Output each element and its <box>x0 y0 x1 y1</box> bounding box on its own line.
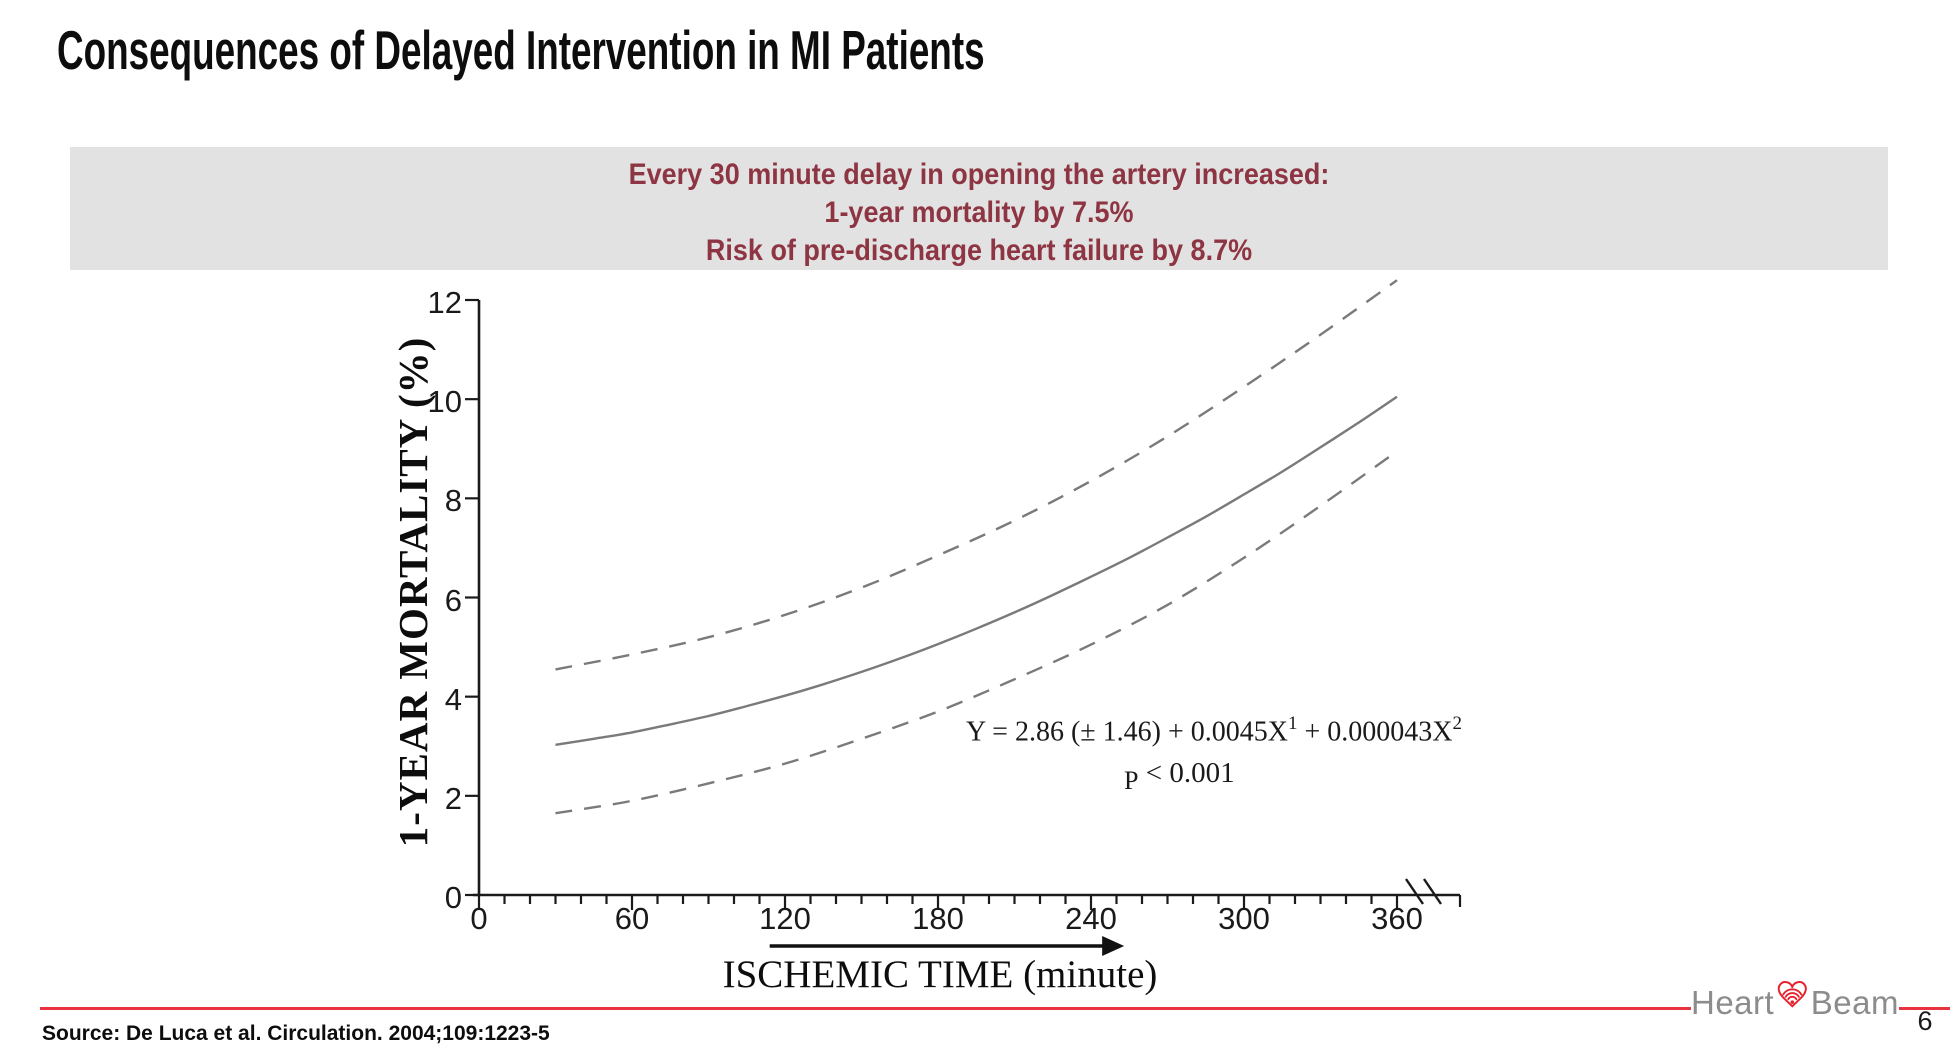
series-lower_ci <box>555 450 1398 815</box>
chart-axes <box>465 298 1462 910</box>
banner-line-2: 1-year mortality by 7.5% <box>824 196 1134 229</box>
y-tick-label: 8 <box>444 483 462 519</box>
source-citation: Source: De Luca et al. Circulation. 2004… <box>42 1022 550 1045</box>
equation-sup2: 2 <box>1452 713 1463 734</box>
chart-extras <box>769 936 1125 956</box>
x-tick-label: 60 <box>614 901 650 936</box>
banner-line-1: Every 30 minute delay in opening the art… <box>628 158 1330 191</box>
heart-wifi-icon <box>1777 981 1808 1008</box>
page-number: 6 <box>1917 1006 1933 1036</box>
footer-rule <box>40 1007 1950 1010</box>
banner-text: Every 30 minute delay in opening the art… <box>161 156 1797 270</box>
heartbeam-logo: Heart Beam <box>1691 976 1899 1028</box>
x-tick-label: 300 <box>1218 901 1270 936</box>
p-label: P <box>1124 766 1139 795</box>
y-tick-label: 0 <box>444 880 462 915</box>
y-tick-label: 6 <box>444 582 462 618</box>
regression-equation: Y = 2.86 (± 1.46) + 0.0045X1 + 0.000043X… <box>966 713 1463 748</box>
x-tick-label: 0 <box>470 901 488 936</box>
y-tick-label: 2 <box>444 780 462 816</box>
equation-mid: + 0.000043X <box>1297 716 1453 748</box>
p-value: P < 0.001 <box>1124 757 1235 795</box>
y-tick-label: 10 <box>427 384 462 420</box>
x-tick-label: 120 <box>759 901 811 936</box>
y-tick-label: 12 <box>427 285 462 320</box>
x-tick-label: 360 <box>1371 901 1423 936</box>
series-mean <box>555 395 1398 746</box>
banner-line-3: Risk of pre-discharge heart failure by 8… <box>705 234 1253 267</box>
x-tick-label: 240 <box>1065 901 1117 936</box>
logo-text-beam: Beam <box>1810 983 1899 1021</box>
slide-title: Consequences of Delayed Intervention in … <box>57 19 985 81</box>
series-upper_ci <box>555 279 1398 671</box>
equation-base: Y = 2.86 (± 1.46) + 0.0045X <box>966 716 1288 748</box>
y-tick-label: 4 <box>444 681 462 717</box>
x-tick-label: 180 <box>912 901 964 936</box>
logo-text-heart: Heart <box>1691 983 1775 1021</box>
x-axis-title: ISCHEMIC TIME (minute) <box>722 953 1158 996</box>
chart-series <box>555 279 1398 815</box>
highlight-banner: Every 30 minute delay in opening the art… <box>70 147 1888 270</box>
p-value-text: < 0.001 <box>1138 757 1235 789</box>
equation-sup1: 1 <box>1288 713 1298 734</box>
